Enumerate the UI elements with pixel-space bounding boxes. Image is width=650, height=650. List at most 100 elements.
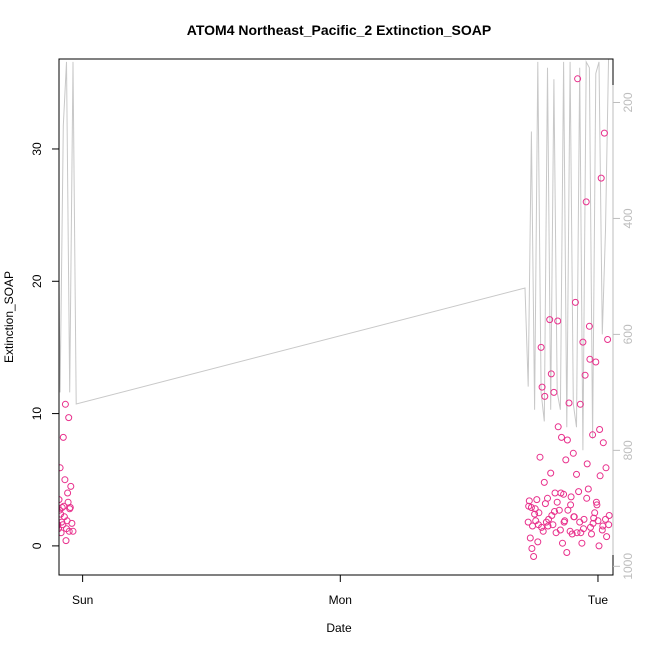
data-point-93 <box>584 485 592 493</box>
data-point-121 <box>551 508 558 515</box>
data-point-90 <box>581 371 589 379</box>
data-point-103 <box>595 542 603 550</box>
data-point-10 <box>59 433 67 441</box>
data-point-48 <box>536 453 544 461</box>
secondary-line-layer <box>59 59 610 451</box>
data-point-130 <box>580 525 587 533</box>
data-point-43 <box>531 510 539 518</box>
chart-title: ATOM4 Northeast_Pacific_2 Extinction_SOA… <box>187 22 491 38</box>
data-point-96 <box>588 530 595 538</box>
y2-axis: 200 400 600 800 1000 <box>612 85 635 580</box>
data-point-136 <box>599 522 607 530</box>
data-point-66 <box>555 506 563 514</box>
data-point-52 <box>540 478 548 486</box>
data-point-39 <box>526 534 534 542</box>
data-point-115 <box>531 505 539 513</box>
data-point-1 <box>51 481 57 487</box>
data-point-87 <box>578 539 586 547</box>
data-point-25 <box>60 502 68 510</box>
data-point-122 <box>554 317 562 325</box>
data-point-82 <box>573 470 580 478</box>
y-tick-label: 20 <box>30 274 44 288</box>
data-point-75 <box>565 399 573 407</box>
data-point-15 <box>65 414 73 422</box>
data-point-17 <box>67 482 75 490</box>
data-point-45 <box>533 496 541 504</box>
data-point-112 <box>605 521 613 529</box>
data-point-60 <box>549 521 557 529</box>
data-point-51 <box>539 527 547 535</box>
data-point-31 <box>59 525 62 533</box>
data-point-62 <box>551 489 559 497</box>
data-point-104 <box>596 472 604 480</box>
data-point-84 <box>575 488 583 496</box>
data-point-92 <box>583 460 591 468</box>
y-tick-label: 30 <box>30 142 44 156</box>
data-point-35 <box>63 517 71 525</box>
data-point-105 <box>597 174 605 182</box>
data-point-65 <box>554 423 562 431</box>
data-point-131 <box>583 494 591 502</box>
data-point-36 <box>65 527 73 535</box>
series-line-0 <box>59 59 610 451</box>
data-point-100 <box>592 358 600 366</box>
data-point-67 <box>556 526 564 534</box>
data-point-58 <box>547 469 555 477</box>
data-point-110 <box>603 533 611 541</box>
data-point-81 <box>571 298 579 306</box>
y-axis-label: Extinction_SOAP <box>2 271 16 363</box>
data-point-30 <box>59 519 60 525</box>
data-point-114 <box>528 545 536 552</box>
data-point-120 <box>547 370 555 378</box>
data-point-118 <box>541 392 549 400</box>
data-point-38 <box>525 497 533 505</box>
data-point-78 <box>568 530 576 538</box>
data-point-88 <box>579 338 587 346</box>
data-point-20 <box>50 516 56 522</box>
data-point-28 <box>66 504 74 511</box>
data-point-19 <box>69 527 77 535</box>
y-tick-label: 0 <box>30 542 44 549</box>
data-point-79 <box>569 449 577 457</box>
data-point-127 <box>570 513 578 521</box>
x-tick-label: Mon <box>329 593 352 607</box>
data-point-37 <box>524 518 532 526</box>
data-point-47 <box>535 509 543 517</box>
data-point-32 <box>59 510 65 518</box>
data-point-126 <box>567 501 575 509</box>
data-point-124 <box>560 518 568 526</box>
data-point-46 <box>534 538 542 546</box>
data-point-109 <box>602 515 609 523</box>
data-point-132 <box>586 355 594 363</box>
data-point-0 <box>50 513 56 519</box>
data-point-133 <box>589 519 597 527</box>
data-point-2 <box>52 527 58 533</box>
data-point-12 <box>61 400 69 408</box>
data-point-108 <box>600 129 608 137</box>
data-point-73 <box>563 549 571 556</box>
y2-tick-label: 400 <box>621 208 635 228</box>
y-tick-label: 10 <box>30 407 44 421</box>
points-layer <box>50 75 613 560</box>
data-point-113 <box>525 502 533 510</box>
data-point-97 <box>589 431 597 439</box>
y-axis: 0 10 20 30 <box>30 142 60 549</box>
data-point-68 <box>558 433 565 441</box>
data-point-128 <box>573 529 581 537</box>
data-point-55 <box>544 494 551 502</box>
data-point-26 <box>62 537 70 545</box>
data-point-138 <box>605 512 613 519</box>
data-point-99 <box>591 509 599 517</box>
x-tick-label: Sun <box>72 593 93 607</box>
data-point-134 <box>592 498 600 506</box>
y2-tick-label: 200 <box>621 92 635 112</box>
data-point-6 <box>59 496 63 504</box>
data-point-135 <box>596 426 604 433</box>
data-point-69 <box>559 539 566 547</box>
data-point-119 <box>544 522 552 530</box>
y2-tick-label: 800 <box>621 440 635 460</box>
data-point-101 <box>593 501 601 509</box>
data-point-107 <box>599 439 607 447</box>
data-point-64 <box>553 498 561 506</box>
